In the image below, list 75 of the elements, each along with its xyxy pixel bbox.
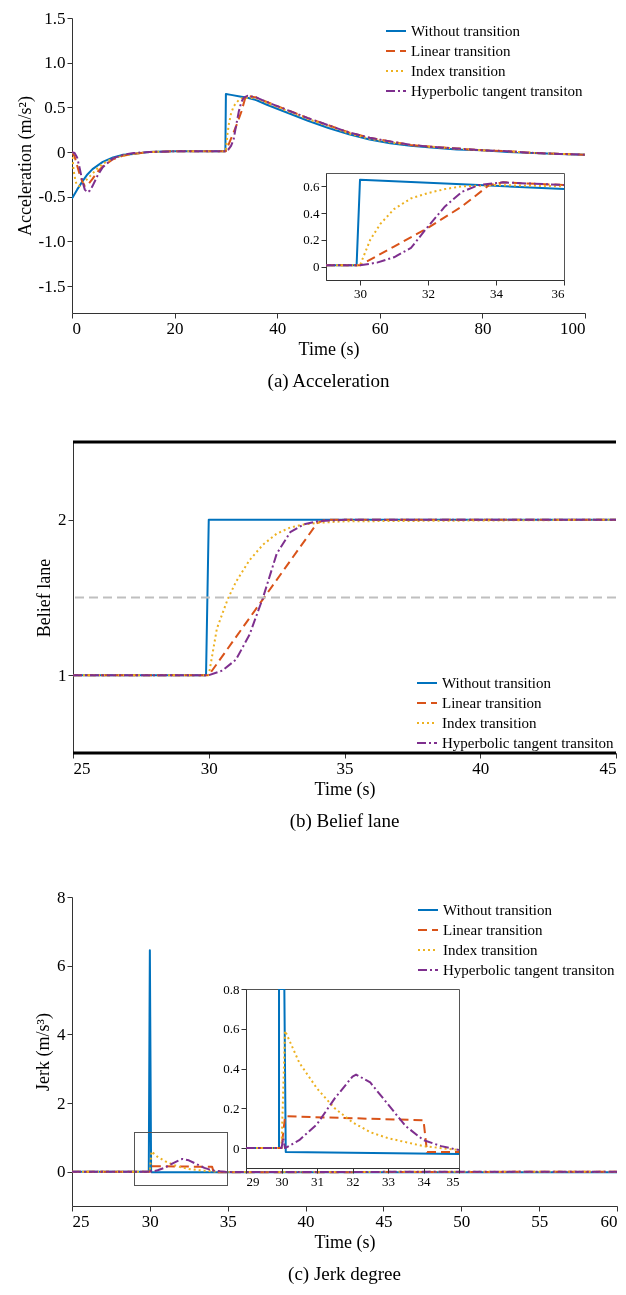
x-tick-label: 32 <box>422 285 435 301</box>
legend-label: Linear transition <box>443 922 544 938</box>
y-tick-label: 8 <box>57 887 66 907</box>
y-tick-label: 2 <box>58 510 67 530</box>
x-tick-label: 25 <box>72 1211 90 1231</box>
x-tick-label: 45 <box>375 1211 393 1231</box>
y-axis-title: Jerk (m/s³) <box>33 1013 54 1091</box>
x-tick-label: 40 <box>269 318 287 338</box>
legend-label: Linear transition <box>442 695 543 711</box>
x-tick-label: 35 <box>446 1173 460 1189</box>
x-tick-label: 33 <box>382 1173 395 1189</box>
y-tick-label: 6 <box>57 956 66 976</box>
legend-label: Hyperbolic tangent transiton <box>442 735 615 751</box>
legend-label: Without transition <box>411 23 521 39</box>
x-tick-label: 40 <box>472 758 490 778</box>
x-tick-label: 60 <box>600 1211 618 1231</box>
y-tick-label: 0.4 <box>303 205 320 221</box>
x-axis-title: Time (s) <box>298 338 360 360</box>
x-tick-label: 55 <box>531 1211 549 1231</box>
x-tick-label: 30 <box>354 285 367 301</box>
x-tick-label: 35 <box>336 758 354 778</box>
legend-label: Without transition <box>442 675 552 691</box>
x-tick-label: 30 <box>275 1173 289 1189</box>
y-tick-label: 0.6 <box>223 1021 240 1037</box>
text: (b) Belief lane <box>289 810 400 832</box>
y-tick-label: 0.2 <box>223 1100 240 1116</box>
text: (c) Jerk degree <box>288 1263 401 1285</box>
y-tick-label: 1.0 <box>44 53 66 73</box>
x-axis-title: Time (s) <box>314 1231 376 1253</box>
y-tick-label: 0.4 <box>223 1061 240 1077</box>
x-tick-label: 50 <box>453 1211 471 1231</box>
y-tick-label: 0.6 <box>303 178 320 194</box>
x-tick-label: 20 <box>166 318 184 338</box>
line-series <box>72 1157 617 1174</box>
x-tick-label: 30 <box>200 758 218 778</box>
x-tick-label: 29 <box>246 1173 260 1189</box>
legend-label: Index transition <box>442 715 538 731</box>
x-tick-label: 45 <box>599 758 617 778</box>
x-tick-label: 30 <box>141 1211 159 1231</box>
y-tick-label: 0.5 <box>44 97 66 117</box>
x-tick-label: 34 <box>417 1173 431 1189</box>
y-tick-label: 0.8 <box>223 981 240 997</box>
legend-label: Hyperbolic tangent transiton <box>443 962 616 978</box>
legend-label: Index transition <box>443 942 539 958</box>
legend-label: Without transition <box>443 902 553 918</box>
y-tick-label: 4 <box>57 1024 66 1044</box>
x-tick-label: 32 <box>346 1173 360 1189</box>
y-tick-label: -0.5 <box>38 187 66 207</box>
y-tick-label: 1 <box>58 665 67 685</box>
x-tick-label: 34 <box>490 285 504 301</box>
x-axis-title: Time (s) <box>314 778 376 800</box>
y-tick-label: 0.2 <box>303 232 320 248</box>
x-tick-label: 31 <box>311 1173 324 1189</box>
y-tick-label: -1.0 <box>38 231 66 251</box>
y-tick-label: 2 <box>57 1093 66 1113</box>
y-axis-title: Belief lane <box>34 558 54 638</box>
x-tick-label: 35 <box>219 1211 237 1231</box>
text: (a) Acceleration <box>267 370 390 392</box>
x-tick-label: 0 <box>72 318 81 338</box>
y-tick-label: 0 <box>313 259 320 275</box>
y-tick-label: -1.5 <box>38 276 66 296</box>
x-tick-label: 40 <box>297 1211 315 1231</box>
y-axis-title: Acceleration (m/s²) <box>14 96 36 236</box>
x-tick-label: 100 <box>560 318 586 338</box>
y-tick-label: 0 <box>233 1140 240 1156</box>
y-tick-label: 0 <box>57 142 66 162</box>
legend-label: Index transition <box>411 63 507 79</box>
y-tick-label: 1.5 <box>44 8 66 28</box>
legend-label: Hyperbolic tangent transiton <box>411 83 584 99</box>
x-tick-label: 25 <box>73 758 91 778</box>
x-tick-label: 80 <box>474 318 492 338</box>
line-series <box>246 1073 459 1152</box>
x-tick-label: 36 <box>551 285 565 301</box>
legend-label: Linear transition <box>411 43 512 59</box>
x-tick-label: 60 <box>371 318 389 338</box>
